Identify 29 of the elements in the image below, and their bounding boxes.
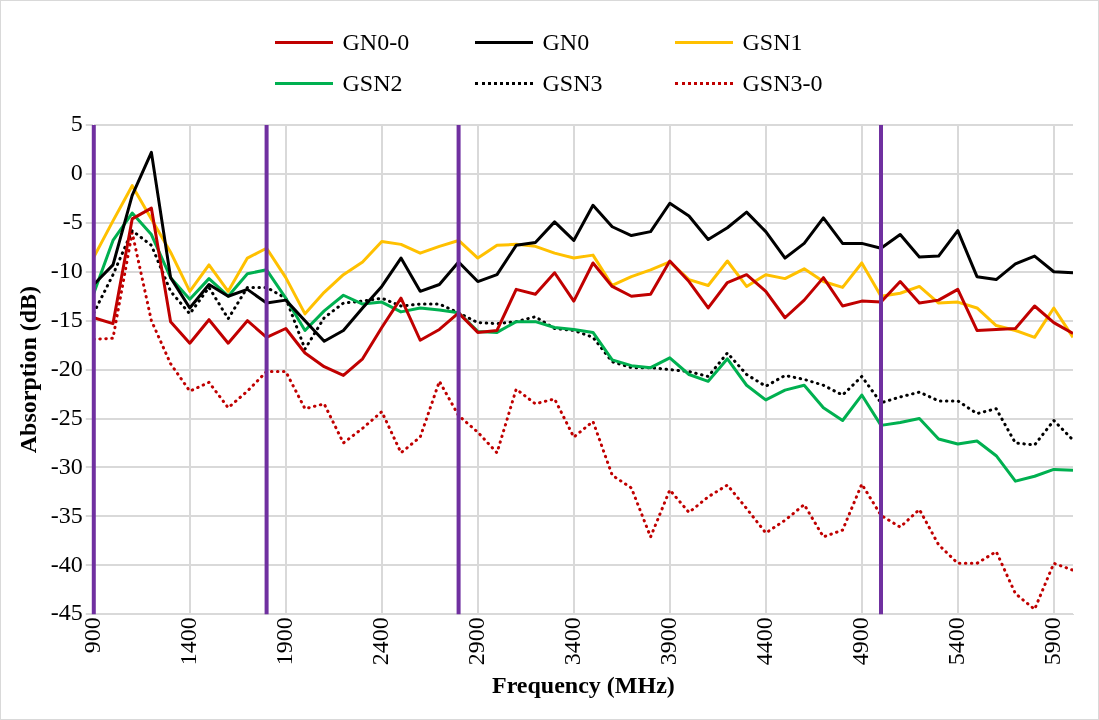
x-tick-label: 2400 (367, 617, 394, 666)
legend-label: GSN3 (542, 70, 603, 97)
y-tick-label: 5 (70, 110, 83, 137)
y-tick-label: -15 (50, 305, 83, 332)
x-tick-label: 3400 (559, 617, 586, 666)
y-tick-label: -45 (50, 599, 83, 626)
y-axis-title: Absorption (dB) (14, 285, 41, 454)
y-tick-label: -40 (50, 550, 83, 577)
y-tick-label: -30 (50, 452, 83, 479)
legend-label: GSN3-0 (742, 70, 823, 97)
legend-label: GN0 (542, 29, 590, 56)
y-tick-label: -25 (50, 403, 83, 430)
x-tick-label: 5900 (1039, 617, 1066, 666)
x-tick-label: 1900 (271, 617, 298, 666)
x-tick-label: 4900 (847, 617, 874, 666)
x-tick-label: 3900 (655, 617, 682, 666)
legend-label: GSN1 (742, 29, 803, 56)
x-tick-label: 1400 (175, 617, 202, 666)
x-tick-label: 5400 (943, 617, 970, 666)
y-tick-label: -20 (50, 354, 83, 381)
x-tick-label: 4400 (751, 617, 778, 666)
y-tick-label: 0 (70, 159, 83, 186)
legend-label: GN0-0 (342, 29, 410, 56)
y-tick-label: -10 (50, 257, 83, 284)
y-tick-label: -35 (50, 501, 83, 528)
y-tick-label: -5 (62, 208, 83, 235)
x-tick-label: 2900 (463, 617, 490, 666)
x-axis-title: Frequency (MHz) (491, 671, 675, 698)
legend-label: GSN2 (342, 70, 403, 97)
